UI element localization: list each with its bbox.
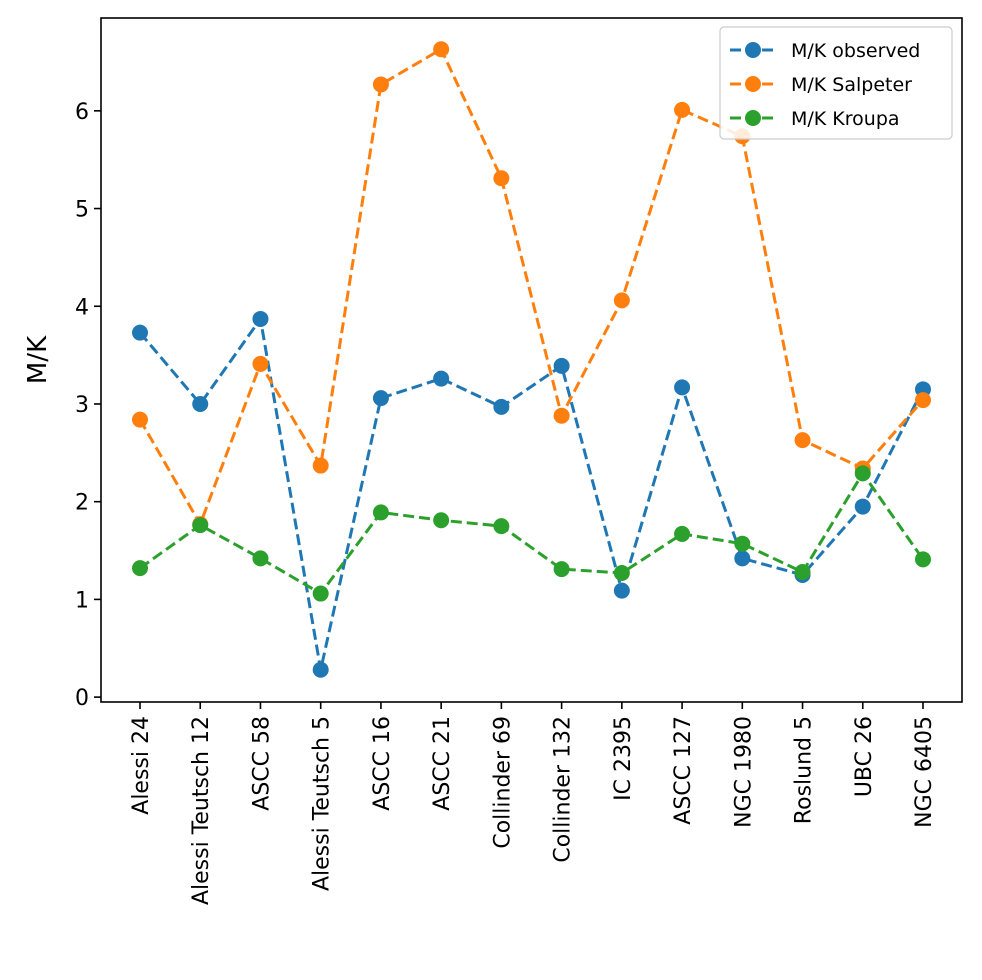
- series-1: [132, 310, 931, 678]
- data-point: [192, 517, 209, 534]
- data-point: [252, 355, 269, 372]
- data-point: [372, 390, 389, 407]
- legend-marker: [745, 42, 761, 58]
- data-point: [132, 324, 148, 341]
- data-point: [433, 512, 450, 529]
- x-tick-label: ASCC 127: [671, 716, 696, 825]
- x-tick-label: Collinder 69: [490, 716, 515, 849]
- data-point: [493, 170, 510, 187]
- x-tick-label: Collinder 132: [551, 716, 576, 863]
- data-point: [132, 411, 148, 428]
- data-point: [794, 432, 811, 449]
- data-point: [915, 392, 931, 409]
- legend-marker: [745, 76, 761, 92]
- data-point: [433, 41, 450, 58]
- data-point: [553, 357, 570, 374]
- data-point: [312, 585, 329, 602]
- plot-frame: [100, 17, 963, 703]
- x-tick-label: NGC 1980: [731, 716, 756, 828]
- legend-label: M/K Kroupa: [791, 108, 900, 130]
- data-point: [252, 550, 269, 567]
- data-point: [613, 292, 630, 309]
- y-tick-label: 2: [75, 491, 89, 516]
- data-point: [312, 457, 329, 474]
- data-point: [734, 535, 751, 552]
- data-point: [674, 525, 691, 542]
- data-point: [372, 504, 389, 521]
- y-tick-label: 1: [75, 588, 89, 613]
- x-tick-label: IC 2395: [611, 716, 636, 801]
- legend-label: M/K Salpeter: [791, 74, 912, 96]
- y-axis-label: M/K: [23, 335, 53, 384]
- series-3: [132, 465, 931, 602]
- y-axis: 0 1 2 3 4 5 6: [75, 100, 101, 711]
- data-point: [613, 565, 630, 582]
- data-point: [493, 518, 510, 535]
- data-point: [493, 398, 510, 415]
- y-tick-label: 3: [75, 393, 89, 418]
- data-point: [915, 551, 931, 568]
- data-point: [372, 76, 389, 93]
- data-point: [252, 310, 269, 327]
- data-point: [433, 370, 450, 387]
- x-tick-label: NGC 6405: [912, 716, 937, 828]
- y-tick-label: 5: [75, 198, 89, 223]
- data-point: [854, 498, 871, 515]
- legend-box: [719, 26, 953, 140]
- x-tick-label: ASCC 21: [430, 716, 455, 811]
- legend-label: M/K observed: [791, 40, 920, 62]
- data-point: [734, 550, 751, 567]
- series-layer: [132, 41, 931, 678]
- x-tick-label: Roslund 5: [792, 716, 817, 824]
- legend-marker: [745, 110, 761, 126]
- x-tick-label: ASCC 16: [370, 716, 395, 811]
- legend: M/K observed M/K Salpeter M/K Kroupa: [719, 26, 953, 140]
- data-point: [613, 582, 630, 599]
- series-line: [138, 47, 925, 528]
- x-tick-label: Alessi Teutsch 12: [189, 716, 214, 905]
- x-tick-label: UBC 26: [852, 716, 877, 797]
- data-point: [794, 564, 811, 581]
- data-point: [132, 560, 148, 577]
- x-tick-label: ASCC 58: [249, 716, 274, 811]
- data-point: [854, 465, 871, 482]
- x-tick-label: Alessi 24: [129, 716, 154, 815]
- x-tick-label: Alessi Teutsch 5: [310, 716, 335, 891]
- data-point: [674, 101, 691, 118]
- series-line: [139, 470, 925, 596]
- data-point: [674, 379, 691, 396]
- data-point: [312, 661, 329, 678]
- series-line: [138, 315, 925, 671]
- x-axis: Alessi 24 Alessi Teutsch 12 ASCC 58 Alessi …: [129, 702, 937, 905]
- legend-item: M/K Kroupa: [730, 108, 900, 130]
- y-tick-label: 0: [75, 686, 89, 711]
- data-point: [192, 395, 209, 412]
- data-point: [553, 407, 570, 424]
- legend-item: M/K Salpeter: [730, 74, 912, 96]
- data-point: [553, 561, 570, 578]
- y-tick-label: 6: [75, 100, 89, 125]
- legend-item: M/K observed: [730, 40, 920, 62]
- y-tick-label: 4: [75, 295, 89, 320]
